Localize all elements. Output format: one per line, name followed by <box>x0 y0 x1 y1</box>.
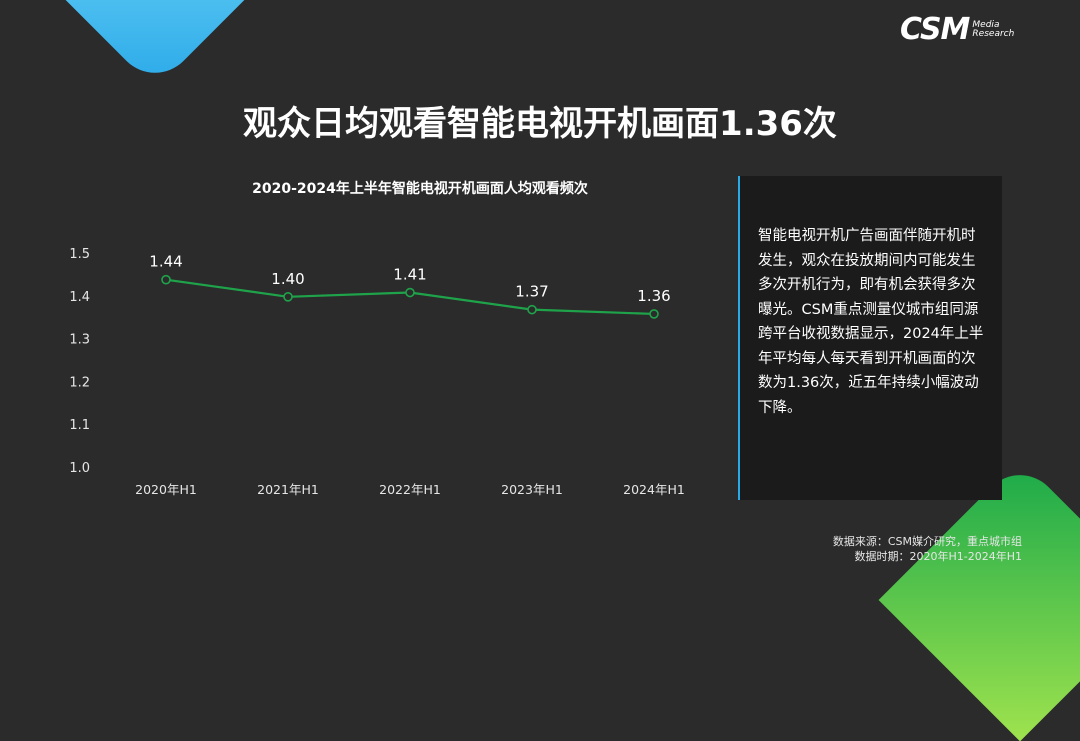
data-point <box>527 304 537 315</box>
period-line: 数据时期：2020年H1-2024年H1 <box>854 550 1023 563</box>
chart-title: 2020-2024年上半年智能电视开机画面人均观看频次 <box>252 181 588 197</box>
logo-main-text: CSM <box>900 12 970 47</box>
y-tick-label: 1.3 <box>69 333 90 348</box>
description-text: 智能电视开机广告画面伴随开机时发生，观众在投放期间内可能发生多次开机行为，即有机… <box>758 228 984 416</box>
data-label: 1.44 <box>149 253 182 271</box>
data-label: 1.37 <box>515 283 548 301</box>
data-point <box>283 291 293 302</box>
data-point <box>649 309 659 319</box>
y-tick-label: 1.0 <box>69 461 90 476</box>
data-point <box>161 274 171 285</box>
y-tick-label: 1.4 <box>69 290 90 305</box>
csm-logo: CSM Media Research <box>900 12 1014 47</box>
x-tick-label: 2024年H1 <box>623 482 685 497</box>
page-title: 观众日均观看智能电视开机画面1.36次 <box>243 104 837 144</box>
logo-sub-line2: Research <box>972 28 1015 39</box>
data-label: 1.40 <box>271 270 304 288</box>
source-line: 数据来源：CSM媒介研究，重点城市组 <box>832 535 1022 548</box>
data-points <box>161 274 659 319</box>
y-axis-ticks: 1.0 1.1 1.2 1.3 1.4 1.5 <box>69 247 90 476</box>
x-axis-ticks: 2020年H1 2021年H1 2022年H1 2023年H1 2024年H1 <box>135 482 685 497</box>
logo-sub-line1: Media <box>972 19 1000 30</box>
data-label: 1.41 <box>393 266 426 284</box>
logo-sub-text: Media Research <box>972 19 1015 39</box>
y-tick-label: 1.5 <box>69 247 90 262</box>
x-tick-label: 2020年H1 <box>135 482 197 497</box>
x-tick-label: 2023年H1 <box>501 482 563 497</box>
data-label: 1.36 <box>637 287 670 305</box>
data-labels: 1.44 1.40 1.41 1.37 1.36 <box>149 253 670 305</box>
source-note: 数据来源：CSM媒介研究，重点城市组 数据时期：2020年H1-2024年H1 <box>833 534 1022 564</box>
x-tick-label: 2022年H1 <box>379 482 441 497</box>
line-chart: 1.0 1.1 1.2 1.3 1.4 1.5 2020年H1 2021年H1 2022年H1… <box>69 247 685 497</box>
data-point <box>405 287 415 298</box>
description-panel: 智能电视开机广告画面伴随开机时发生，观众在投放期间内可能发生多次开机行为，即有机… <box>738 176 1002 500</box>
y-tick-label: 1.1 <box>69 418 90 433</box>
y-tick-label: 1.2 <box>69 375 90 390</box>
x-tick-label: 2021年H1 <box>257 482 319 497</box>
